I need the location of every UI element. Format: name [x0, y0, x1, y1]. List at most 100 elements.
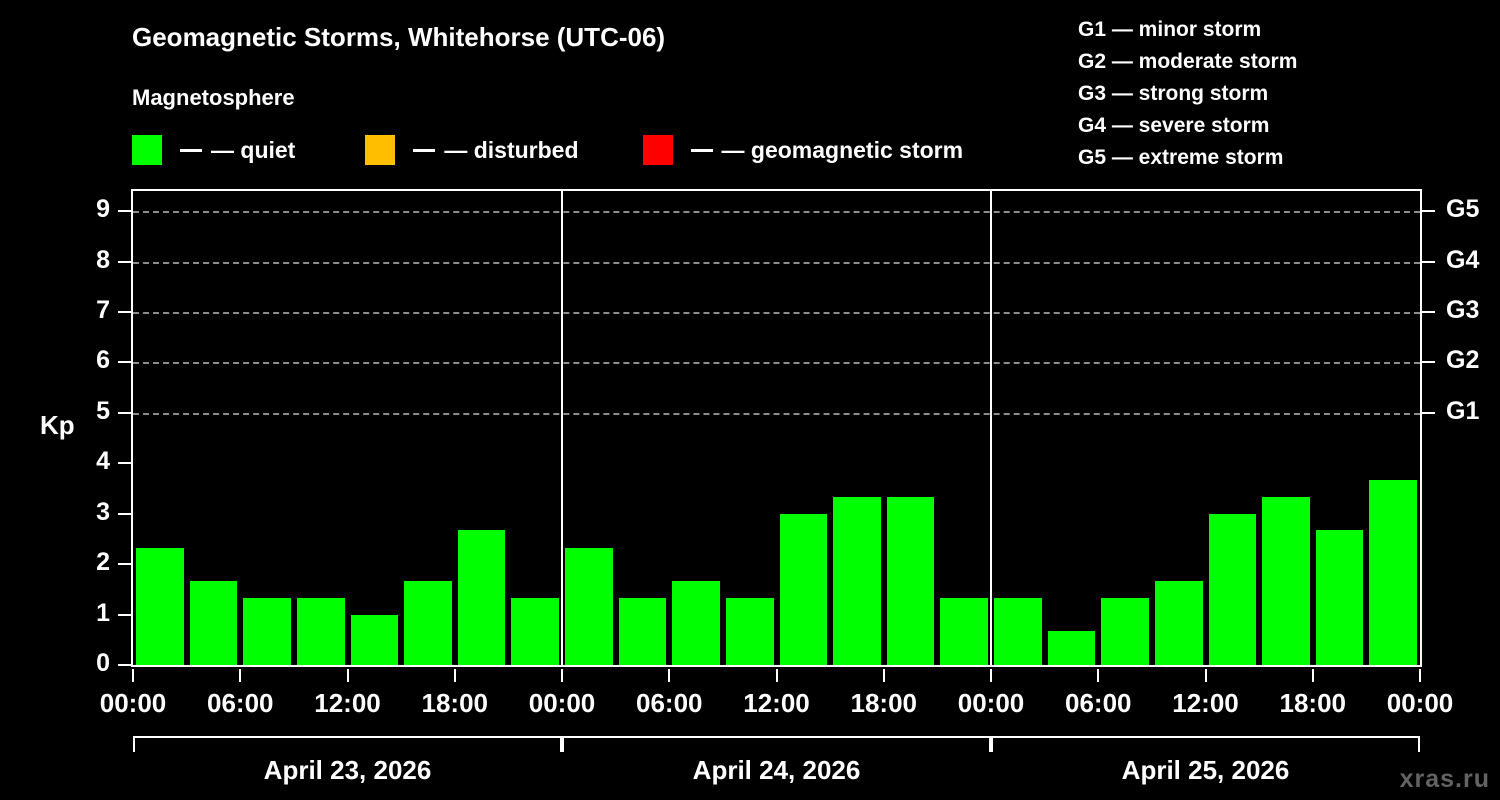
page-title: Geomagnetic Storms, Whitehorse (UTC-06) [132, 22, 666, 52]
x-tick-label-7: 18:00 [850, 688, 918, 718]
y-tick-label-2: 2 [96, 548, 110, 577]
gridline-kp-9 [133, 211, 1420, 214]
y-tick-label-9: 9 [96, 195, 110, 224]
x-tick-label-1: 06:00 [207, 688, 274, 718]
g-tick-label-G2: G2 [1446, 346, 1480, 375]
legend-dash-icon [413, 148, 436, 152]
y-tick-mark-0 [118, 664, 131, 666]
day-separator-2 [990, 191, 992, 665]
day-bracket-1 [133, 736, 562, 752]
y-tick-label-7: 7 [96, 296, 110, 325]
legend-item-disturbed: — disturbed [365, 135, 579, 165]
y-tick-label-3: 3 [96, 497, 110, 526]
y-tick-mark-4 [118, 462, 131, 465]
bar[interactable] [1208, 513, 1257, 665]
bar[interactable] [994, 597, 1042, 665]
x-tick-label-8: 00:00 [957, 688, 1025, 718]
bar[interactable] [511, 597, 559, 665]
x-tick-label-12: 00:00 [1386, 688, 1454, 718]
bar[interactable] [1315, 530, 1364, 665]
day-label-3: April 25, 2026 [1121, 755, 1290, 785]
day-separator-1 [561, 191, 563, 665]
plot-area [131, 189, 1422, 667]
x-tick-mark-11 [1311, 669, 1314, 682]
bar[interactable] [243, 597, 291, 665]
x-tick-label-2: 12:00 [314, 688, 381, 718]
red-square-swatch [642, 135, 673, 165]
g-tick-label-G4: G4 [1446, 245, 1480, 274]
magnetosphere-legend: — quiet — disturbed — geomagnetic storm [132, 133, 963, 167]
x-tick-label-4: 00:00 [528, 688, 596, 718]
bar[interactable] [350, 614, 399, 665]
bar[interactable] [136, 547, 184, 665]
legend-label-disturbed: — disturbed [444, 136, 579, 163]
g-tick-mark-G2 [1422, 361, 1435, 364]
day-label-1: April 23, 2026 [263, 755, 432, 785]
y-tick-label-8: 8 [96, 245, 110, 274]
legend-item-quiet: — quiet [132, 135, 295, 165]
x-tick-mark-0 [132, 669, 134, 682]
g-tick-label-G3: G3 [1446, 296, 1480, 325]
x-tick-label-3: 18:00 [421, 688, 489, 718]
y-tick-label-4: 4 [96, 447, 110, 476]
bar[interactable] [1101, 597, 1149, 665]
x-tick-mark-1 [239, 669, 242, 682]
bar[interactable] [1369, 479, 1417, 665]
y-tick-mark-6 [118, 361, 131, 364]
y-tick-mark-5 [118, 411, 131, 414]
gridline-kp-7 [133, 312, 1420, 315]
bar[interactable] [1047, 631, 1096, 665]
bar[interactable] [1154, 580, 1203, 665]
g-tick-label-G1: G1 [1446, 396, 1480, 425]
x-tick-label-9: 06:00 [1065, 688, 1132, 718]
g-tick-label-G5: G5 [1446, 195, 1480, 224]
x-tick-mark-2 [346, 669, 349, 682]
bar[interactable] [725, 597, 774, 665]
g-scale-line-2: G2 — moderate storm [1078, 50, 1298, 73]
x-tick-mark-7 [882, 669, 885, 682]
day-bracket-3 [991, 736, 1420, 752]
watermark: xras.ru [1399, 765, 1490, 793]
bar[interactable] [672, 580, 720, 665]
orange-square-swatch [365, 135, 396, 165]
green-square-swatch [132, 135, 162, 165]
y-tick-mark-7 [118, 311, 131, 314]
g-scale-legend: G1 — minor storm G2 — moderate storm G3 — … [1078, 14, 1297, 174]
bar[interactable] [296, 597, 345, 665]
legend-item-storm: — geomagnetic storm [642, 135, 964, 165]
g-scale-line-4: G4 — severe storm [1078, 114, 1270, 137]
g-tick-mark-G4 [1422, 260, 1435, 263]
legend-dash-icon [180, 148, 202, 152]
x-tick-mark-9 [1097, 669, 1100, 682]
x-tick-label-11: 18:00 [1279, 688, 1347, 718]
x-tick-label-6: 12:00 [743, 688, 810, 718]
legend-dash-icon [690, 148, 713, 152]
bar[interactable] [1262, 497, 1310, 665]
x-tick-label-0: 00:00 [99, 688, 167, 718]
day-bracket-2 [562, 736, 991, 752]
bar[interactable] [565, 547, 613, 665]
x-tick-mark-5 [668, 669, 671, 682]
legend-label-storm: — geomagnetic storm [721, 136, 964, 163]
y-tick-label-6: 6 [96, 346, 110, 375]
bar[interactable] [457, 530, 506, 665]
g-scale-line-3: G3 — strong storm [1078, 82, 1269, 105]
bar[interactable] [779, 513, 828, 665]
y-tick-label-5: 5 [96, 396, 110, 425]
x-tick-mark-3 [453, 669, 456, 682]
day-label-2: April 24, 2026 [692, 755, 861, 785]
y-tick-label-1: 1 [96, 598, 110, 627]
g-tick-mark-G1 [1422, 411, 1435, 414]
bar[interactable] [618, 597, 667, 665]
y-tick-mark-2 [118, 563, 131, 566]
x-tick-label-10: 12:00 [1172, 688, 1239, 718]
bar[interactable] [833, 497, 881, 665]
bar[interactable] [404, 580, 452, 665]
x-tick-mark-6 [775, 669, 778, 682]
bar[interactable] [940, 597, 988, 665]
bar[interactable] [886, 497, 935, 665]
x-tick-mark-12 [1419, 669, 1421, 682]
x-tick-mark-10 [1204, 669, 1207, 682]
bar[interactable] [189, 580, 238, 665]
